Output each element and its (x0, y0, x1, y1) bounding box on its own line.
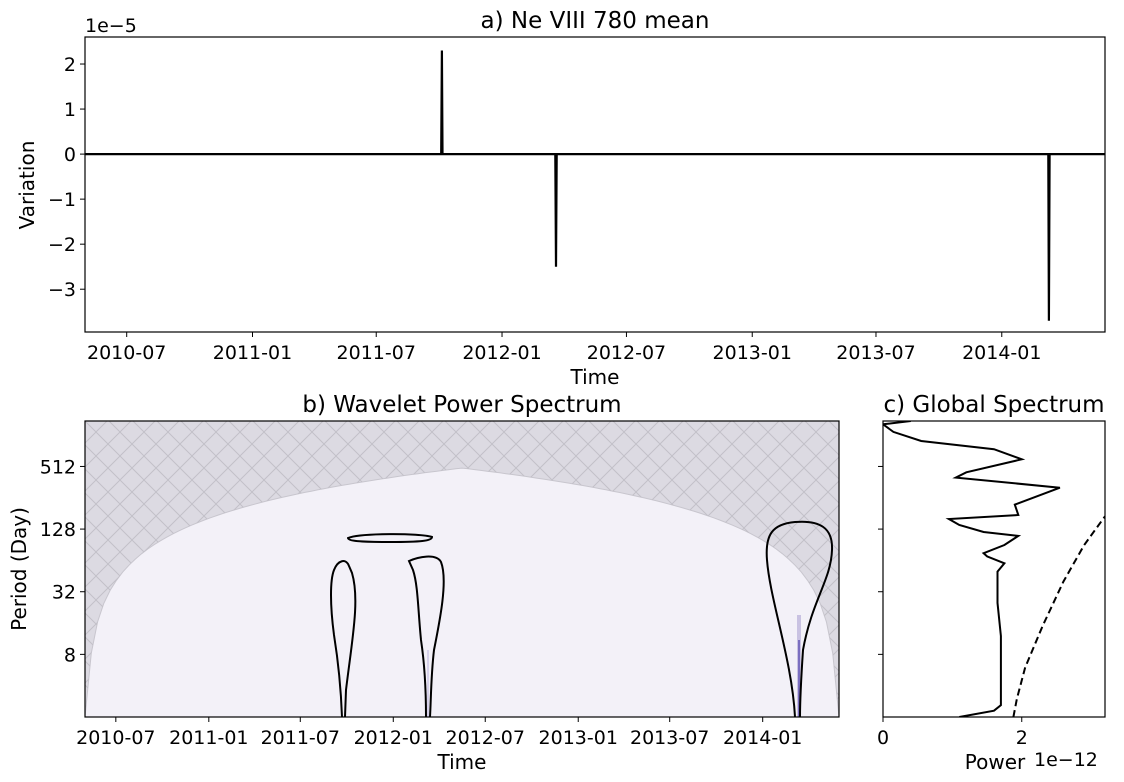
heatmap-group-b (85, 421, 839, 717)
x-tick-label-a: 2013-07 (836, 342, 915, 364)
x-tick-label-a: 2012-07 (587, 342, 666, 364)
x-tick-label-a: 2011-01 (213, 342, 292, 364)
power-stripe-2 (798, 640, 800, 717)
significance-contour-3 (346, 533, 434, 544)
axes-frame-a (84, 36, 1106, 333)
panel-a-y-label: Variation (15, 141, 39, 230)
significance-contour-2 (407, 555, 445, 717)
panel-c-title: c) Global Spectrum (883, 392, 1104, 418)
x-tick-label-b: 2012-07 (446, 727, 525, 749)
x-tick-label-c: 2 (1016, 727, 1028, 749)
cone-of-influence-hatch (85, 421, 839, 717)
panel-a-y-offset-label: 1e−5 (85, 15, 137, 37)
y-tick-label-b: 32 (52, 582, 76, 604)
panel-b-title: b) Wavelet Power Spectrum (302, 392, 621, 418)
panel-c-x-offset-label: 1e−12 (1034, 749, 1098, 771)
y-tick-label-a: 2 (64, 54, 76, 76)
y-tick-label-a: −2 (48, 234, 76, 256)
plot-area-c (883, 421, 1105, 717)
series-line-a-0 (85, 50, 1105, 321)
global-spectrum-line-c (883, 421, 1061, 717)
panel-a-x-label: Time (570, 365, 620, 389)
panel-b-y-label: Period (Day) (7, 507, 31, 631)
x-tick-label-c: 0 (877, 727, 889, 749)
y-tick-label-a: −1 (48, 189, 76, 211)
y-tick-label-a: 0 (64, 144, 76, 166)
y-ticks-b: 512 128 32 8 (40, 456, 85, 666)
x-tick-label-b: 2011-07 (261, 727, 340, 749)
y-tick-label-b: 128 (40, 519, 76, 541)
axes-frame-c (882, 420, 1106, 718)
plot-area-a (85, 37, 1105, 332)
panel-a: 2010-07 2011-01 2011-07 2012-01 2012-07 2013-… (15, 8, 1106, 389)
panel-a-title: a) Ne VIII 780 mean (481, 8, 710, 34)
y-tick-label-b: 512 (40, 456, 76, 478)
x-tick-label-b: 2010-07 (76, 727, 155, 749)
y-tick-label-a: −3 (48, 279, 76, 301)
x-tick-label-a: 2013-01 (713, 342, 792, 364)
x-tick-label-a: 2014-01 (962, 342, 1041, 364)
panel-b-x-label: Time (437, 750, 487, 774)
significance-contour-1 (330, 560, 357, 717)
series-group-a (85, 50, 1105, 321)
series-group-c (883, 421, 1105, 717)
axes-frame-b (84, 420, 840, 718)
panel-c-x-label: Power (965, 750, 1026, 774)
x-ticks-a: 2010-07 2011-01 2011-07 2012-01 2012-07 2013-… (87, 332, 1041, 364)
y-ticks-a: 2 1 0 −1 −2 −3 (48, 54, 85, 301)
significance-contour-4 (765, 520, 834, 717)
x-tick-label-b: 2014-01 (723, 727, 802, 749)
x-tick-label-b: 2011-01 (169, 727, 248, 749)
x-tick-label-b: 2013-07 (630, 727, 709, 749)
significance-line-c (1012, 515, 1105, 717)
x-tick-label-a: 2011-07 (337, 342, 416, 364)
x-tick-label-b: 2013-01 (539, 727, 618, 749)
power-stripe-3 (427, 650, 429, 717)
x-tick-label-a: 2010-07 (87, 342, 166, 364)
y-tick-label-a: 1 (64, 99, 76, 121)
y-ticks-c (878, 465, 883, 655)
panel-b: 2010-07 2011-01 2011-07 2012-01 2012-07 2013-… (7, 392, 840, 774)
x-tick-label-b: 2012-01 (354, 727, 433, 749)
x-tick-label-a: 2012-01 (462, 342, 541, 364)
x-ticks-b: 2010-07 2011-01 2011-07 2012-01 2012-07 2013-… (76, 717, 802, 749)
y-tick-label-b: 8 (64, 644, 76, 666)
